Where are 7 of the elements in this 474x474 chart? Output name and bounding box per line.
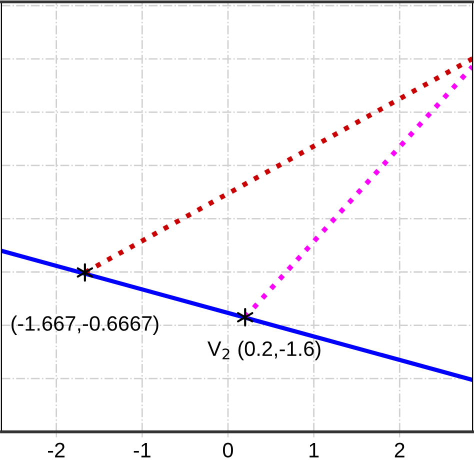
annotation: V$_{2}$ (0.2,-1.6)	[208, 340, 320, 360]
x-tick-label: 2	[394, 442, 404, 458]
x-tick-label: 1	[310, 442, 319, 458]
x-tick-label: -1	[134, 442, 150, 458]
annotation: (-1.667,-0.6667)	[12, 316, 158, 335]
x-tick-label: -2	[48, 442, 65, 458]
x-tick-label: 0	[223, 442, 233, 458]
